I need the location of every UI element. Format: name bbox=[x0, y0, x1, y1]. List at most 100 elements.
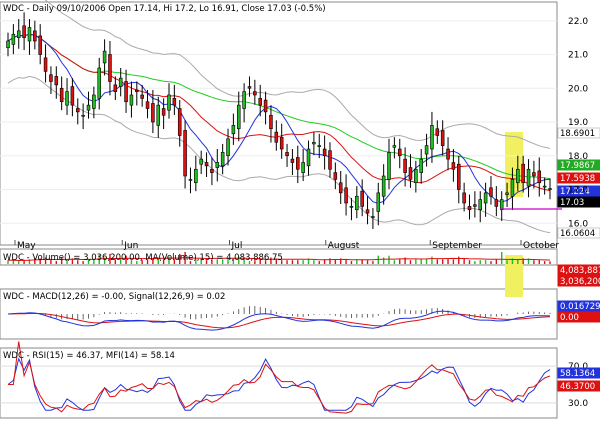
candle bbox=[242, 83, 246, 123]
candle bbox=[516, 155, 520, 192]
candle bbox=[381, 164, 386, 205]
candle bbox=[494, 186, 499, 217]
candle bbox=[124, 69, 128, 113]
candle bbox=[344, 174, 348, 216]
candle bbox=[360, 179, 364, 217]
candle bbox=[76, 98, 80, 125]
value-tag bbox=[557, 172, 600, 184]
candle bbox=[156, 96, 161, 138]
candle bbox=[317, 133, 322, 159]
candle bbox=[231, 113, 236, 145]
candle bbox=[11, 24, 16, 55]
volume-bars bbox=[7, 252, 551, 264]
candle bbox=[49, 66, 53, 94]
band-lower bbox=[7, 75, 551, 234]
y-tick-label: 17.0 bbox=[568, 186, 588, 196]
candle bbox=[446, 137, 450, 171]
candle bbox=[33, 20, 37, 50]
y-tick-label: 19.0 bbox=[568, 118, 588, 128]
candle bbox=[322, 135, 327, 170]
highlight-volume bbox=[505, 255, 523, 297]
rsi-tick-label: 70.0 bbox=[568, 362, 588, 372]
candle bbox=[43, 44, 48, 83]
candle bbox=[467, 194, 472, 220]
candle bbox=[140, 84, 144, 107]
value-tag bbox=[557, 300, 600, 312]
x-axis-label: August bbox=[328, 241, 360, 251]
candle bbox=[285, 143, 289, 167]
value-tag-label: 0.016729 bbox=[560, 302, 600, 312]
candle bbox=[253, 79, 257, 105]
candle bbox=[59, 76, 64, 111]
candle bbox=[419, 149, 423, 184]
bollinger-bands bbox=[7, 0, 551, 234]
candle bbox=[274, 120, 279, 151]
candle bbox=[290, 149, 295, 175]
value-tag bbox=[557, 275, 600, 287]
value-tag-label: 0.00 bbox=[560, 313, 579, 323]
candle bbox=[457, 155, 461, 204]
candle bbox=[365, 196, 370, 225]
candle bbox=[145, 89, 150, 119]
value-tag-label: 17.5938 bbox=[560, 174, 595, 184]
candle bbox=[38, 24, 42, 65]
candle bbox=[430, 111, 434, 163]
candle bbox=[451, 149, 456, 182]
candle bbox=[210, 157, 214, 186]
value-tag-label: 46.3700 bbox=[560, 382, 595, 392]
candle bbox=[97, 57, 101, 110]
candle bbox=[499, 191, 504, 221]
rsi-tick-label: 30.0 bbox=[568, 399, 588, 409]
macd-lines bbox=[7, 306, 551, 331]
value-tag bbox=[557, 367, 600, 379]
candle bbox=[129, 81, 134, 118]
value-tag bbox=[557, 159, 600, 171]
candle bbox=[151, 89, 155, 134]
candle bbox=[183, 120, 187, 189]
candle bbox=[532, 160, 536, 189]
candle bbox=[177, 100, 182, 147]
volume-panel bbox=[0, 248, 558, 266]
candle bbox=[113, 76, 118, 101]
candle bbox=[424, 133, 429, 167]
candle bbox=[301, 149, 305, 182]
x-axis-label: Jul bbox=[231, 241, 243, 251]
candle bbox=[70, 78, 75, 117]
candle bbox=[521, 155, 525, 193]
rsi-lines: 70.0 30.0 bbox=[0, 341, 588, 414]
candle bbox=[86, 91, 91, 119]
x-axis-label: September bbox=[432, 241, 482, 251]
candle bbox=[338, 170, 343, 205]
candle bbox=[81, 103, 85, 130]
candle bbox=[462, 182, 466, 212]
candle bbox=[161, 98, 166, 130]
macd-title: WDC - MACD(12,26) = -0.00, Signal(12,26,… bbox=[3, 292, 225, 302]
x-axis-label: May bbox=[17, 241, 36, 251]
candle bbox=[236, 91, 241, 142]
candle bbox=[489, 176, 493, 205]
candle bbox=[505, 182, 509, 208]
band-upper bbox=[44, 0, 551, 149]
candle bbox=[510, 167, 515, 211]
candle bbox=[258, 84, 262, 117]
volume-ma-line bbox=[8, 257, 551, 262]
candlesticks bbox=[6, 12, 552, 229]
candle bbox=[22, 12, 26, 51]
y-tick-label: 20.0 bbox=[568, 84, 588, 94]
price-title: WDC - Daily 09/10/2006 Open 17.14, Hi 17… bbox=[3, 4, 326, 14]
value-tag-label: 18.6901 bbox=[560, 129, 595, 139]
candle bbox=[440, 120, 445, 156]
x-axis-label: October bbox=[523, 241, 559, 251]
candle bbox=[194, 155, 198, 192]
value-tag bbox=[557, 185, 600, 197]
value-tag bbox=[557, 264, 600, 276]
candle bbox=[333, 162, 338, 190]
candle bbox=[435, 120, 440, 144]
candle bbox=[392, 137, 397, 159]
candle bbox=[220, 143, 225, 175]
value-tag-label: 3,036,200 bbox=[560, 277, 600, 287]
y-tick-label: 18.0 bbox=[568, 152, 588, 162]
candle bbox=[247, 76, 252, 97]
candle bbox=[296, 145, 300, 184]
